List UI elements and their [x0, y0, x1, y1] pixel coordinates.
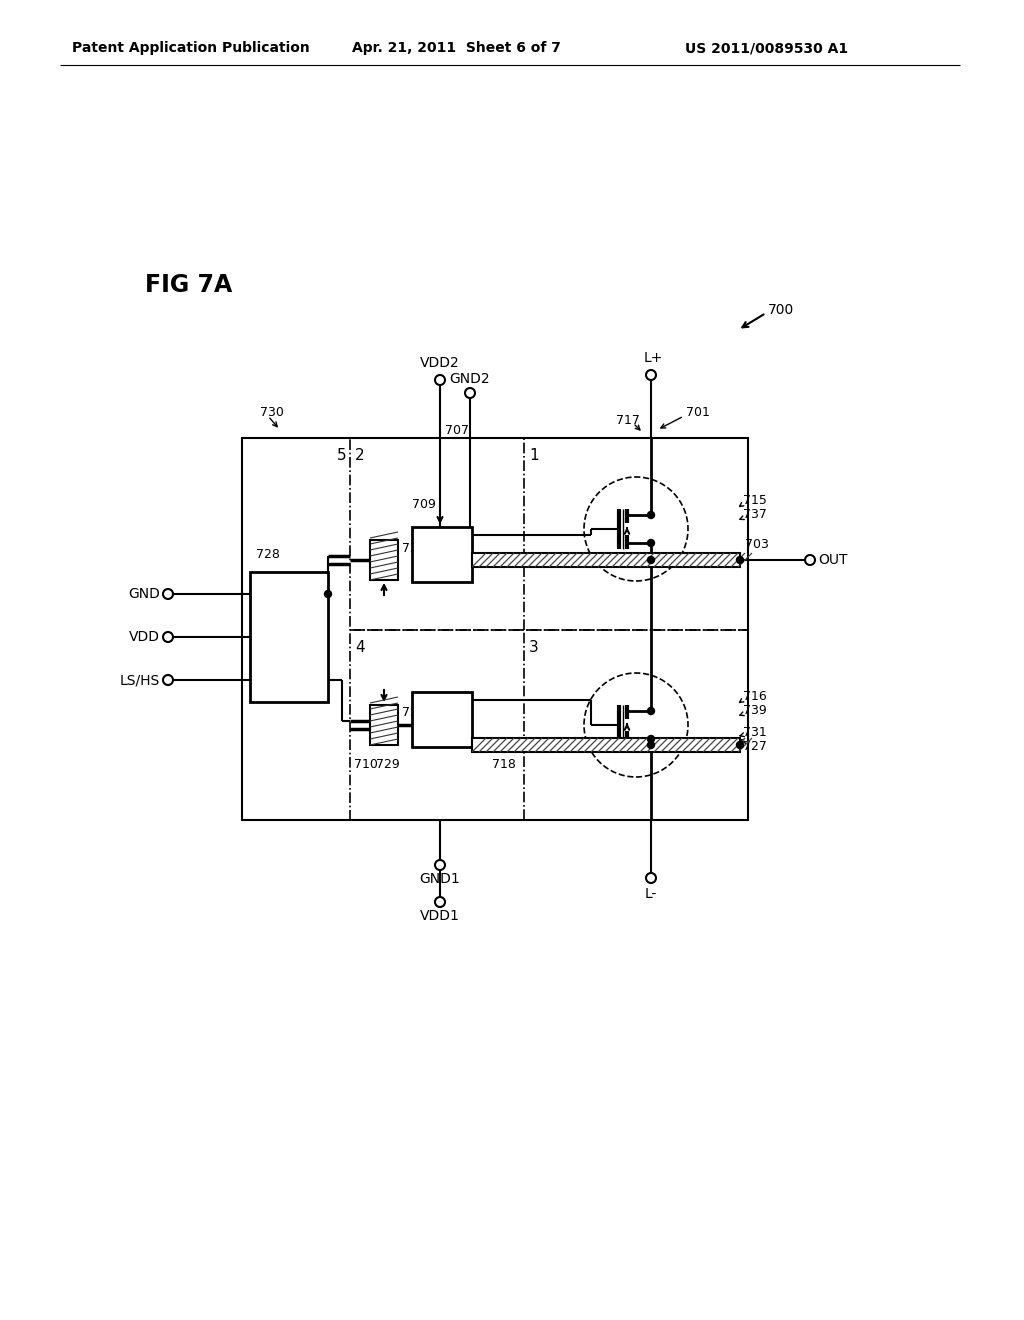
Text: 716: 716 [743, 690, 767, 704]
Circle shape [646, 873, 656, 883]
Circle shape [325, 590, 332, 598]
Circle shape [736, 742, 743, 748]
Circle shape [163, 632, 173, 642]
Text: 715: 715 [743, 495, 767, 507]
Text: 707: 707 [445, 424, 469, 437]
Bar [242, 438, 748, 820]
Text: GND: GND [128, 587, 160, 601]
Bar [350, 438, 748, 630]
Text: 728: 728 [256, 548, 280, 561]
Text: 731: 731 [743, 726, 767, 739]
Circle shape [163, 589, 173, 599]
Text: 1: 1 [529, 447, 539, 463]
Text: 2: 2 [355, 447, 365, 463]
Circle shape [435, 861, 445, 870]
Text: 3: 3 [529, 640, 539, 655]
Text: 703: 703 [745, 537, 769, 550]
Text: 717: 717 [616, 413, 640, 426]
Bar [370, 705, 398, 744]
Bar [472, 553, 740, 568]
Text: VDD2: VDD2 [420, 356, 460, 370]
Circle shape [805, 554, 815, 565]
Text: L-: L- [645, 887, 657, 902]
Circle shape [163, 675, 173, 685]
Text: 729: 729 [376, 759, 399, 771]
Text: L+: L+ [643, 351, 663, 366]
Circle shape [435, 375, 445, 385]
Circle shape [647, 511, 654, 519]
Text: 721: 721 [402, 541, 426, 554]
Bar [412, 527, 472, 582]
Text: 4: 4 [355, 640, 365, 655]
Text: GND1: GND1 [420, 873, 461, 886]
Bar [250, 572, 328, 702]
Circle shape [736, 557, 743, 564]
Circle shape [646, 370, 656, 380]
Bar [350, 630, 748, 820]
Text: LS/HS: LS/HS [120, 673, 160, 686]
Text: 700: 700 [768, 304, 795, 317]
Text: 727: 727 [743, 741, 767, 754]
Circle shape [435, 898, 445, 907]
Bar [412, 692, 472, 747]
Circle shape [465, 388, 475, 399]
Circle shape [647, 735, 654, 742]
Text: 737: 737 [743, 508, 767, 521]
Text: 5: 5 [337, 447, 347, 463]
Circle shape [647, 540, 654, 546]
Bar [472, 738, 740, 752]
Text: OUT: OUT [818, 553, 848, 568]
Bar [370, 540, 398, 579]
Text: GND2: GND2 [450, 372, 490, 385]
Circle shape [647, 742, 654, 748]
Circle shape [647, 557, 654, 564]
Text: 709: 709 [412, 499, 436, 511]
Text: 718: 718 [492, 759, 516, 771]
Text: Patent Application Publication: Patent Application Publication [72, 41, 309, 55]
Text: US 2011/0089530 A1: US 2011/0089530 A1 [685, 41, 848, 55]
Text: FIG 7A: FIG 7A [145, 273, 232, 297]
Text: 730: 730 [260, 407, 284, 420]
Circle shape [647, 708, 654, 714]
Text: VDD: VDD [129, 630, 160, 644]
Text: 701: 701 [686, 407, 710, 420]
Text: 739: 739 [743, 705, 767, 718]
Text: VDD1: VDD1 [420, 909, 460, 923]
Text: 710: 710 [354, 759, 378, 771]
Text: Apr. 21, 2011  Sheet 6 of 7: Apr. 21, 2011 Sheet 6 of 7 [352, 41, 561, 55]
Text: 722: 722 [402, 706, 426, 719]
